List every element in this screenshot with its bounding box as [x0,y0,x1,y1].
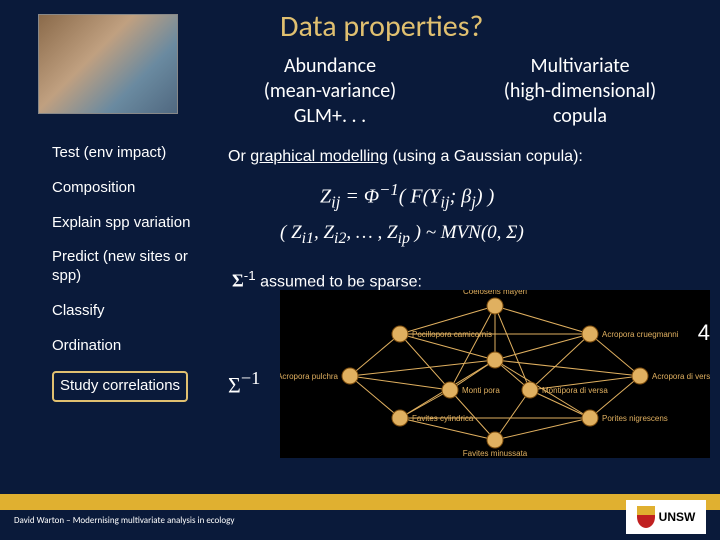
svg-text:Acropora di versa: Acropora di versa [652,372,710,381]
list-item: Explain spp variation [52,214,212,233]
svg-text:Favites minussata: Favites minussata [463,449,528,458]
svg-text:Porites nigrescens: Porites nigrescens [602,414,668,423]
text-underlined: graphical modelling [250,148,388,165]
svg-text:Favites cylindrica: Favites cylindrica [412,414,474,423]
logo-text: UNSW [659,510,696,524]
column-header-multivariate: Multivariate (high-dimensional) copula [470,54,690,129]
crest-icon [637,506,655,528]
sparse-assumption: Σ-1 assumed to be sparse: [232,268,422,291]
col-left-l3: GLM+. . . [230,104,430,129]
footer-text: David Warton – Modernising multivariate … [14,515,234,526]
col-left-l2: (mean-variance) [230,79,430,104]
formula-transform: Zij = Φ−1( F(Yij; βj) ) [320,180,494,213]
text: (using a Gaussian copula): [388,148,583,165]
svg-text:Coelosens mayeri: Coelosens mayeri [463,290,527,296]
sigma-symbol: Σ [232,270,244,290]
col-right-l1: Multivariate [470,54,690,79]
network-graph: Coelosens mayeri Pocillopora camicornis Ac… [280,290,710,458]
svg-text:Acropora cruegmanni: Acropora cruegmanni [602,330,679,339]
svg-text:Montipora di versa: Montipora di versa [542,386,608,395]
slide-title: Data properties? [280,8,483,45]
col-right-l2: (high-dimensional) [470,79,690,104]
list-item-highlighted: Study correlations [52,371,188,402]
content-intro: Or graphical modelling (using a Gaussian… [228,148,583,166]
list-item: Composition [52,179,212,198]
list-item: Classify [52,302,212,321]
sigma-inverse-label: Σ−1 [228,368,260,398]
sigma-sup: -1 [244,268,256,283]
list-item: Predict (new sites or spp) [52,248,212,286]
list-item: Test (env impact) [52,144,212,163]
question-list: Test (env impact) Composition Explain sp… [52,144,212,418]
unsw-logo: UNSW [626,500,706,534]
column-header-abundance: Abundance (mean-variance) GLM+. . . [230,54,430,129]
col-right-l3: copula [470,104,690,129]
sparse-text: assumed to be sparse: [256,273,422,290]
svg-text:Acropora pulchra: Acropora pulchra [280,372,339,381]
photo-thumbnail [38,14,178,114]
svg-text:Monti pora: Monti pora [462,386,500,395]
formula-mvn: ( Zi1, Zi2, … , Zip ) ~ MVN(0, Σ) [280,222,524,248]
text: Or [228,148,250,165]
footer-bar [0,494,720,510]
svg-text:Pocillopora camicornis: Pocillopora camicornis [412,330,492,339]
slide-number: 4 [698,320,710,346]
col-left-l1: Abundance [230,54,430,79]
list-item: Ordination [52,337,212,356]
